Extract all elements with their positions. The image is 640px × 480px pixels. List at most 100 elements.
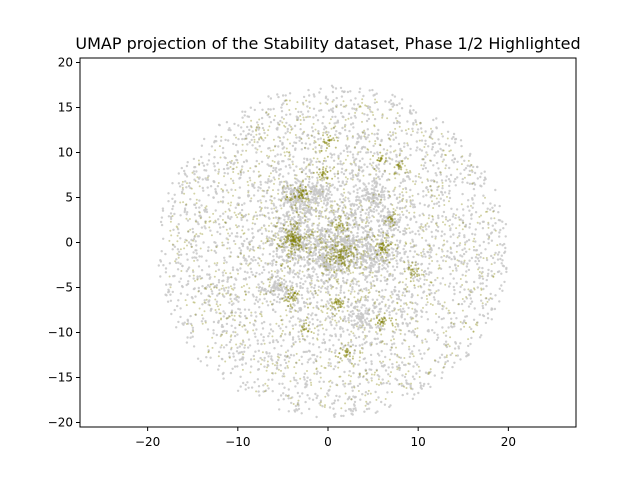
background-point [481,270,484,274]
background-point [354,218,357,221]
background-point [213,249,216,253]
background-point [230,293,233,296]
background-point [267,289,270,293]
background-point [352,371,355,375]
background-point [369,269,372,272]
background-point [379,215,382,218]
background-point [214,135,218,138]
highlighted-point [318,222,321,225]
background-point [370,203,373,207]
background-point [414,260,418,264]
background-point [314,253,317,257]
background-point [311,254,315,257]
highlighted-point [307,137,310,140]
background-point [297,215,300,219]
background-point [359,214,363,217]
highlighted-point [337,294,340,297]
background-point [382,193,386,197]
background-point [362,227,366,230]
background-point [251,185,255,188]
background-point [423,278,426,281]
background-point [421,228,424,232]
background-point [308,407,311,411]
background-point [395,103,399,107]
background-point [391,343,394,346]
background-point [258,174,261,177]
highlighted-point [229,255,232,258]
background-point [207,294,210,298]
highlighted-point [319,401,322,404]
background-point [373,337,376,340]
background-point [344,123,347,127]
background-point [358,199,362,202]
background-point [317,256,320,259]
background-point [231,268,235,272]
background-point [360,218,363,221]
highlighted-point [430,127,432,130]
background-point [251,144,254,147]
background-point [494,188,497,192]
background-point [409,384,412,387]
background-point [414,244,418,247]
background-point [339,291,342,294]
background-point [184,180,187,183]
highlighted-point [236,226,239,229]
background-point [306,133,310,137]
background-point [432,296,436,299]
background-point [243,346,246,349]
background-point [259,199,262,202]
highlighted-point [230,276,233,279]
background-point [334,349,337,352]
background-point [215,263,218,267]
background-point [235,350,239,353]
background-point [262,339,265,342]
background-point [193,178,196,181]
background-point [203,225,206,228]
highlighted-point [293,177,296,180]
highlighted-point [281,323,284,326]
background-point [228,227,232,230]
background-point [316,275,319,279]
background-point [376,337,379,340]
background-point [432,244,435,247]
background-point [220,333,223,336]
background-point [225,121,229,124]
background-point [367,266,370,269]
background-point [337,320,341,323]
background-point [267,387,270,390]
background-point [209,185,213,188]
background-point [382,297,385,300]
background-point [365,235,369,238]
background-point [254,311,257,314]
background-point [435,321,438,324]
background-point [282,398,285,401]
background-point [205,259,208,262]
background-point [403,142,406,145]
background-point [461,177,464,181]
background-point [303,209,306,212]
background-point [441,307,444,311]
background-point [245,219,249,222]
background-point [417,229,420,233]
background-point [241,244,245,248]
background-point [189,243,193,246]
background-point [315,304,318,308]
background-point [432,284,435,287]
highlighted-point [350,211,353,214]
background-point [274,235,278,239]
background-point [320,187,324,190]
background-point [260,342,263,346]
background-point [429,370,432,373]
background-point [357,335,361,339]
background-point [440,353,444,356]
background-point [217,368,220,371]
background-point [161,209,165,212]
background-point [468,209,471,212]
background-point [325,269,328,272]
background-point [181,188,185,191]
background-point [191,326,195,329]
background-point [465,270,468,273]
background-point [304,301,308,305]
background-point [498,231,501,234]
background-point [366,219,369,222]
